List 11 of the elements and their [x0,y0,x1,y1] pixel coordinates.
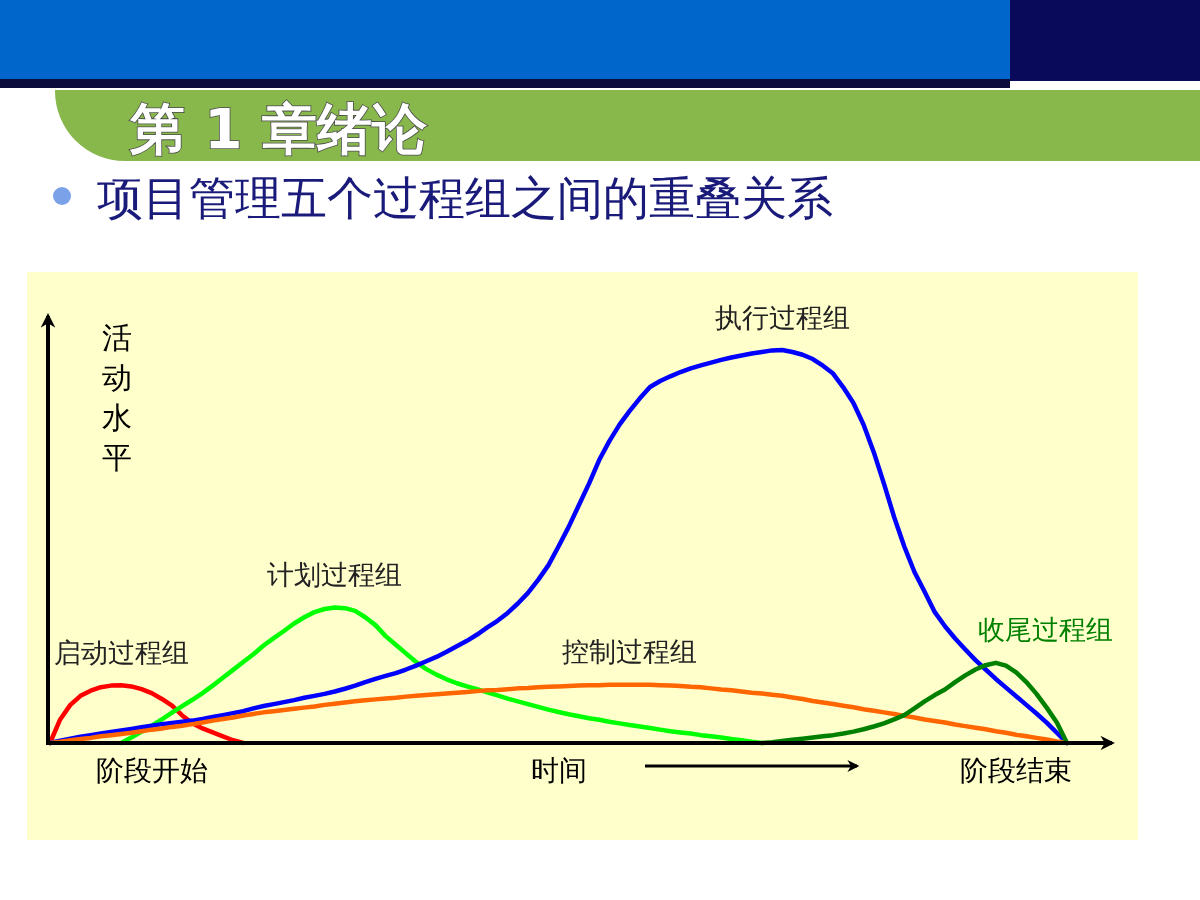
x-tick-label: 阶段结束 [960,753,1073,787]
y-axis-title: 活动水平 [102,320,132,475]
series-label: 收尾过程组 [978,614,1114,646]
chart-title: 第 1 章绪论 [129,97,428,161]
series-label: 控制过程组 [562,636,698,668]
series-label: 执行过程组 [714,301,850,333]
series-label: 启动过程组 [53,636,189,668]
x-tick-label: 阶段开始 [95,753,208,787]
series-label: 计划过程组 [267,558,403,590]
chart-subtitle: 项目管理五个过程组之间的重叠关系 [97,171,833,225]
x-axis-title: 时间 [530,753,587,787]
